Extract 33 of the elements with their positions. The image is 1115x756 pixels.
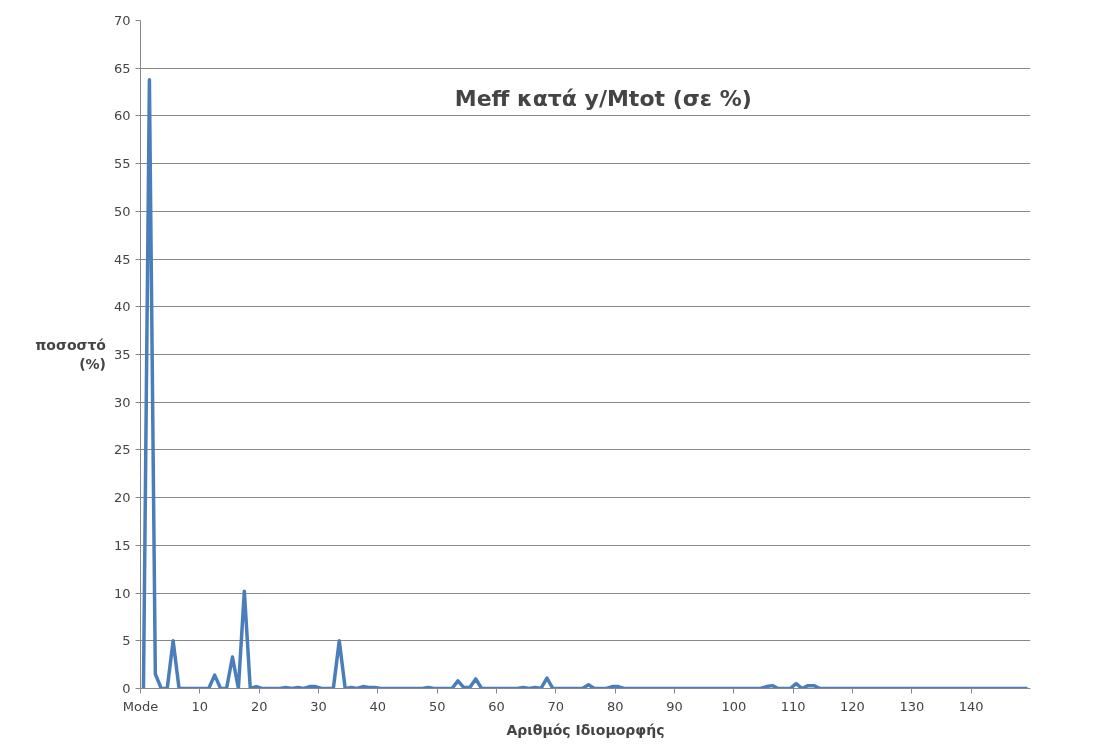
y-tick-label: 10	[113, 585, 131, 601]
x-tick-label: 100	[721, 698, 747, 714]
x-tick-label: 30	[310, 698, 327, 714]
y-tick-label: 30	[113, 394, 131, 410]
y-tick-label: 20	[113, 490, 131, 506]
y-tick-label: 45	[113, 251, 131, 267]
y-axis-title: ποσοστό (%)	[35, 336, 107, 373]
x-tick-label: 70	[547, 698, 565, 714]
y-tick-label: 5	[122, 633, 131, 649]
y-tick-label: 50	[113, 203, 131, 219]
x-tick-label: 140	[958, 698, 984, 714]
x-tick-label: 40	[369, 698, 387, 714]
x-tick-label: 120	[840, 698, 865, 714]
text: Meff κατά y/Mtot (σε %)	[454, 85, 752, 111]
x-tick-label: 90	[666, 698, 683, 714]
y-tick-label: 60	[113, 108, 131, 124]
y-tick-label: 40	[113, 299, 131, 315]
x-tick-label: 80	[606, 698, 624, 714]
x-tick-label: 110	[780, 698, 806, 714]
y-tick-label: 55	[113, 156, 131, 172]
y-tick-label: 15	[113, 537, 131, 553]
y-tick-label: 65	[113, 60, 131, 76]
x-tick-label: 130	[899, 698, 925, 714]
y-tick-label: 70	[113, 13, 131, 28]
x-tick-label: 10	[191, 698, 209, 714]
x-tick-label: 60	[488, 698, 505, 714]
x-tick-label: 50	[428, 698, 446, 714]
y-tick-label: 35	[113, 347, 131, 362]
x-tick-label: Mode	[122, 698, 159, 714]
x-tick-label: 20	[250, 698, 268, 714]
x-axis-title: Αριθμός Ιδιομορφής	[506, 721, 665, 738]
y-tick-label: 0	[122, 681, 131, 696]
y-tick-label: 25	[113, 442, 131, 458]
